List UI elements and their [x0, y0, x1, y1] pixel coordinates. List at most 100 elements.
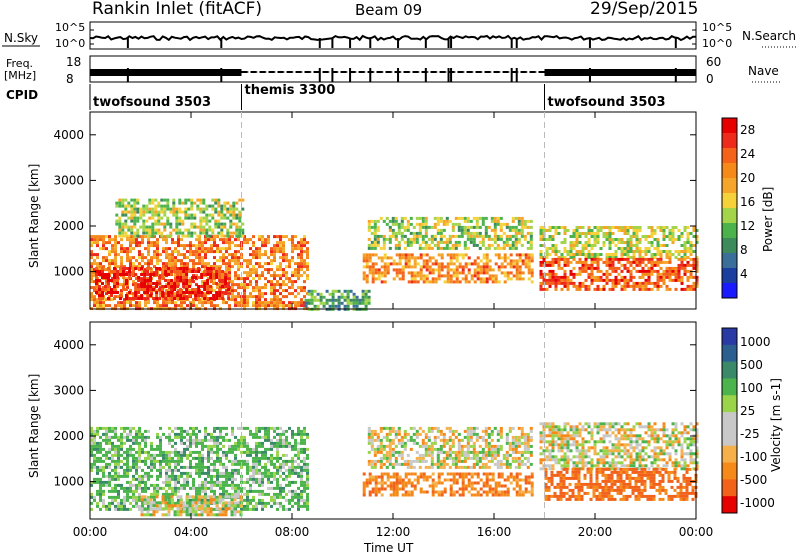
data-cell	[608, 278, 612, 282]
data-cell	[187, 198, 191, 202]
data-cell	[130, 213, 134, 217]
data-cell	[306, 250, 309, 254]
data-cell	[199, 231, 203, 235]
data-cell	[107, 267, 110, 270]
data-cell	[218, 273, 222, 276]
data-cell	[102, 432, 105, 436]
data-cell	[509, 253, 513, 257]
data-cell	[180, 429, 183, 433]
data-cell	[213, 438, 216, 442]
data-cell	[143, 513, 147, 517]
data-cell	[216, 435, 219, 439]
data-cell	[349, 301, 353, 305]
data-cell	[93, 262, 96, 266]
data-cell	[373, 222, 377, 226]
data-cell	[383, 265, 387, 269]
data-cell	[545, 250, 549, 253]
data-cell	[146, 498, 150, 502]
data-cell	[388, 234, 392, 238]
data-cell	[410, 493, 414, 497]
data-cell	[279, 286, 282, 290]
data-cell	[476, 274, 480, 278]
data-cell	[138, 483, 141, 487]
data-cell	[243, 492, 246, 496]
data-cell	[620, 278, 624, 282]
data-cell	[683, 263, 687, 267]
data-cell	[587, 253, 591, 256]
data-cell	[232, 201, 236, 205]
data-cell	[135, 265, 138, 269]
data-cell	[209, 297, 213, 300]
data-cell	[428, 256, 432, 260]
data-cell	[668, 238, 672, 241]
data-cell	[680, 275, 684, 279]
data-cell	[218, 501, 222, 505]
data-cell	[138, 250, 141, 254]
data-cell	[152, 504, 156, 508]
data-cell	[140, 297, 144, 300]
data-cell	[440, 274, 444, 278]
data-cell	[179, 294, 183, 297]
data-cell	[452, 253, 456, 257]
data-cell	[156, 253, 159, 257]
data-cell	[238, 231, 242, 235]
data-cell	[478, 231, 482, 235]
data-cell	[683, 226, 687, 229]
data-cell	[129, 241, 132, 245]
data-cell	[173, 282, 177, 285]
data-cell	[306, 241, 309, 245]
data-cell	[204, 483, 207, 487]
data-cell	[388, 219, 392, 223]
data-cell	[410, 472, 414, 476]
data-cell	[186, 480, 189, 484]
data-cell	[173, 270, 177, 273]
data-cell	[108, 438, 111, 442]
data-cell	[169, 225, 173, 229]
data-cell	[689, 253, 693, 256]
data-cell	[439, 246, 443, 250]
data-cell	[164, 273, 168, 276]
data-cell	[204, 238, 207, 242]
data-cell	[310, 298, 314, 302]
data-cell	[111, 501, 114, 505]
data-cell	[219, 286, 222, 290]
data-cell	[212, 495, 216, 499]
data-cell	[117, 456, 120, 460]
data-cell	[303, 241, 306, 245]
data-cell	[159, 486, 162, 490]
data-cell	[542, 278, 546, 282]
data-cell	[662, 281, 666, 285]
data-cell	[668, 256, 672, 259]
data-cell	[593, 241, 597, 244]
data-cell	[180, 426, 183, 430]
data-cell	[180, 483, 183, 487]
data-cell	[246, 498, 249, 502]
data-cell	[635, 244, 639, 247]
data-cell	[234, 244, 237, 248]
data-cell	[164, 267, 168, 270]
data-cell	[608, 226, 612, 229]
data-cell	[572, 235, 576, 238]
data-cell	[183, 483, 186, 487]
data-cell	[177, 480, 180, 484]
data-cell	[93, 259, 96, 263]
data-cell	[144, 435, 147, 439]
data-cell	[128, 276, 132, 279]
data-cell	[117, 444, 120, 448]
data-cell	[270, 298, 273, 302]
data-cell	[545, 238, 549, 241]
data-cell	[238, 225, 242, 229]
data-cell	[469, 219, 473, 223]
data-cell	[644, 238, 648, 241]
data-cell	[156, 241, 159, 245]
data-cell	[503, 280, 507, 284]
data-cell	[158, 288, 162, 291]
data-cell	[385, 216, 389, 220]
data-cell	[123, 498, 126, 502]
data-cell	[118, 201, 122, 205]
data-cell	[249, 262, 252, 266]
data-cell	[142, 204, 146, 208]
data-cell	[255, 471, 258, 475]
